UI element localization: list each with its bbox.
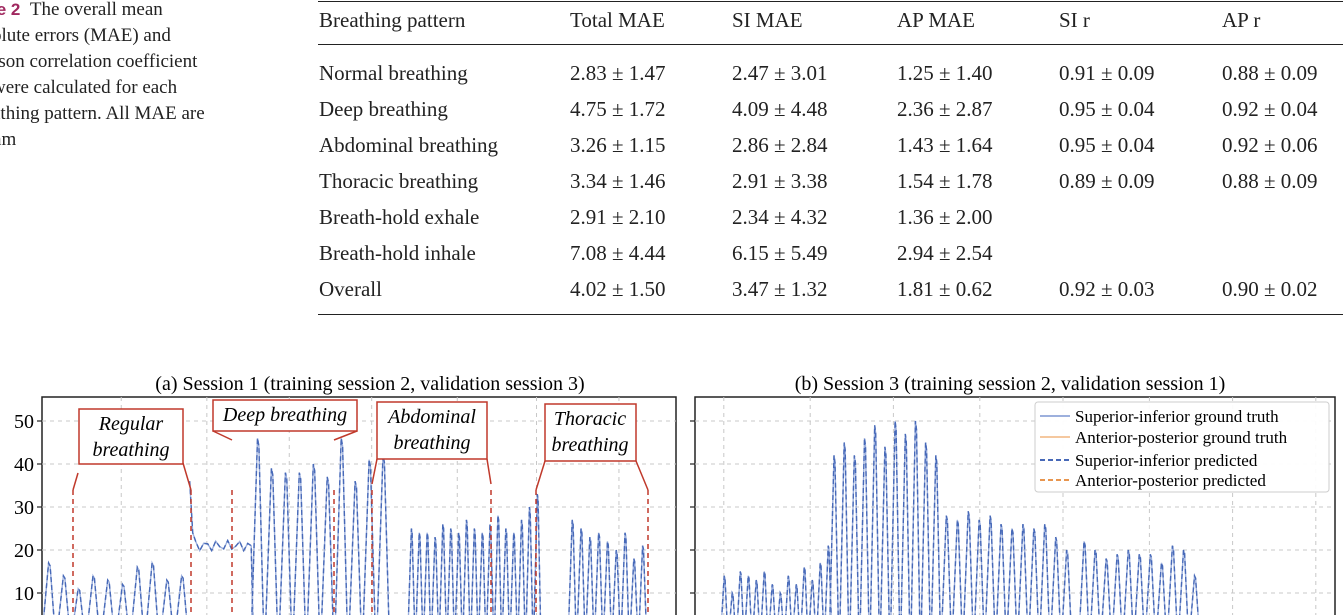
annotation-box (376, 401, 488, 460)
table-cell: 0.88 ± 0.09 (1222, 61, 1318, 85)
segment-annotations: Regular breathing Deep breathing Abdomina… (72, 399, 649, 615)
table-cell: 6.15 ± 5.49 (732, 241, 828, 265)
table-cell: Deep breathing (319, 97, 448, 121)
predicted-trace (407, 494, 542, 615)
column-header: AP r (1222, 8, 1261, 32)
legend: Superior-inferior ground truth Anterior-… (1034, 401, 1330, 493)
results-table: Breathing pattern Total MAE SI MAE AP MA… (318, 0, 1343, 316)
annotation-box (212, 399, 358, 432)
column-header: Total MAE (570, 8, 665, 32)
table-cell: 2.34 ± 4.32 (732, 205, 828, 229)
legend-label: Superior-inferior predicted (1075, 451, 1258, 470)
caption-line: nm (0, 129, 17, 150)
column-header: SI MAE (732, 8, 803, 32)
table-cell: 2.94 ± 2.54 (897, 241, 993, 265)
annotation-box (544, 403, 637, 462)
table-cell: 2.91 ± 2.10 (570, 205, 666, 229)
table-cell: 2.91 ± 3.38 (732, 169, 828, 193)
table-cell: 4.09 ± 4.48 (732, 97, 828, 121)
signal-lines (43, 438, 647, 615)
table-cell: 0.95 ± 0.04 (1059, 97, 1155, 121)
table-cell: 4.75 ± 1.72 (570, 97, 666, 121)
predicted-trace (721, 545, 832, 615)
caption-line: olute errors (MAE) and (0, 25, 171, 46)
predicted-trace (189, 481, 254, 615)
table-bottom-rule (318, 314, 1343, 315)
caption-line: rson correlation coefficient (0, 51, 198, 72)
table-header-rule (318, 44, 1343, 45)
chart-panel-a: (a) Session 1 (training session 2, valid… (14, 373, 677, 615)
table-cell: 0.90 ± 0.02 (1222, 277, 1318, 301)
legend-label: Superior-inferior ground truth (1075, 407, 1279, 426)
table-cell: 2.86 ± 2.84 (732, 133, 828, 157)
predicted-trace (568, 519, 647, 615)
y-tick-label: 50 (14, 411, 34, 433)
table-cell: Breath-hold exhale (319, 205, 480, 229)
caption-label: le 2 (0, 0, 21, 19)
table-cell: 2.36 ± 2.87 (897, 97, 993, 121)
ground-truth-trace (43, 560, 188, 615)
annotation-abdominal-breathing: Abdominal breathing (386, 406, 476, 454)
breathing-figure: (a) Session 1 (training session 2, valid… (14, 373, 1336, 615)
column-header: SI r (1059, 8, 1090, 32)
table-cell: 1.25 ± 1.40 (897, 61, 993, 85)
legend-label: Anterior-posterior predicted (1075, 471, 1266, 490)
table-cell: 0.89 ± 0.09 (1059, 169, 1155, 193)
table-cell: 3.26 ± 1.15 (570, 133, 666, 157)
legend-box (1034, 401, 1330, 493)
table-cell: 0.91 ± 0.09 (1059, 61, 1155, 85)
column-header: AP MAE (897, 8, 975, 32)
predicted-trace (43, 560, 188, 615)
table-cell: 1.54 ± 1.78 (897, 169, 993, 193)
y-tick-label: 40 (14, 454, 34, 476)
chart-title: (b) Session 3 (training session 2, valid… (795, 373, 1226, 395)
signal-lines (721, 420, 1199, 615)
y-tick-label: 20 (14, 540, 34, 562)
annotation-thoracic-breathing: Thoracic breathing (551, 408, 628, 456)
caption-line: athing pattern. All MAE are (0, 103, 205, 124)
predicted-trace (1079, 541, 1199, 615)
predicted-trace (251, 438, 390, 615)
table-cell: 2.47 ± 3.01 (732, 61, 828, 85)
table-cell: 1.81 ± 0.62 (897, 277, 993, 301)
table-cell: 0.92 ± 0.06 (1222, 133, 1318, 157)
caption-line: were calculated for each (0, 77, 178, 98)
table-cell: Normal breathing (319, 61, 468, 85)
annotation-regular-breathing: Regular breathing (92, 413, 169, 461)
plot-frame (41, 396, 677, 615)
ground-truth-trace (721, 545, 832, 615)
caption-line: The overall mean (29, 0, 163, 20)
table-caption: le 2 The overall mean olute errors (MAE)… (0, 0, 292, 153)
y-axis-ticks: 10 20 30 40 50 (14, 411, 42, 605)
annotation-box (78, 408, 184, 465)
table-cell: Thoracic breathing (319, 169, 479, 193)
y-tick-label: 30 (14, 497, 34, 519)
chart-title: (a) Session 1 (training session 2, valid… (155, 373, 584, 395)
chart-panel-b: (b) Session 3 (training session 2, valid… (690, 373, 1336, 615)
table-top-rule (318, 1, 1343, 2)
table-cell: 1.36 ± 2.00 (897, 205, 993, 229)
table-cell: 1.43 ± 1.64 (897, 133, 993, 157)
y-axis-ticks (690, 420, 695, 594)
table-cell: 0.92 ± 0.03 (1059, 277, 1155, 301)
table-cell: Breath-hold inhale (319, 241, 476, 265)
table-cell: 4.02 ± 1.50 (570, 277, 666, 301)
table-cell: 0.95 ± 0.04 (1059, 133, 1155, 157)
table-cell: Abdominal breathing (319, 133, 499, 157)
annotation-deep-breathing: Deep breathing (222, 404, 347, 426)
y-tick-label: 10 (14, 583, 34, 605)
column-header: Breathing pattern (319, 8, 466, 32)
plot-frame (694, 396, 1336, 615)
table-cell: Overall (319, 277, 382, 301)
table-cell: 0.92 ± 0.04 (1222, 97, 1318, 121)
table-cell: 2.83 ± 1.47 (570, 61, 666, 85)
gridlines (695, 397, 1335, 615)
table-cell: 3.47 ± 1.32 (732, 277, 828, 301)
legend-label: Anterior-posterior ground truth (1075, 428, 1288, 447)
table-cell: 3.34 ± 1.46 (570, 169, 666, 193)
table-cell: 7.08 ± 4.44 (570, 241, 666, 265)
predicted-trace (829, 420, 941, 615)
table-cell: 0.88 ± 0.09 (1222, 169, 1318, 193)
